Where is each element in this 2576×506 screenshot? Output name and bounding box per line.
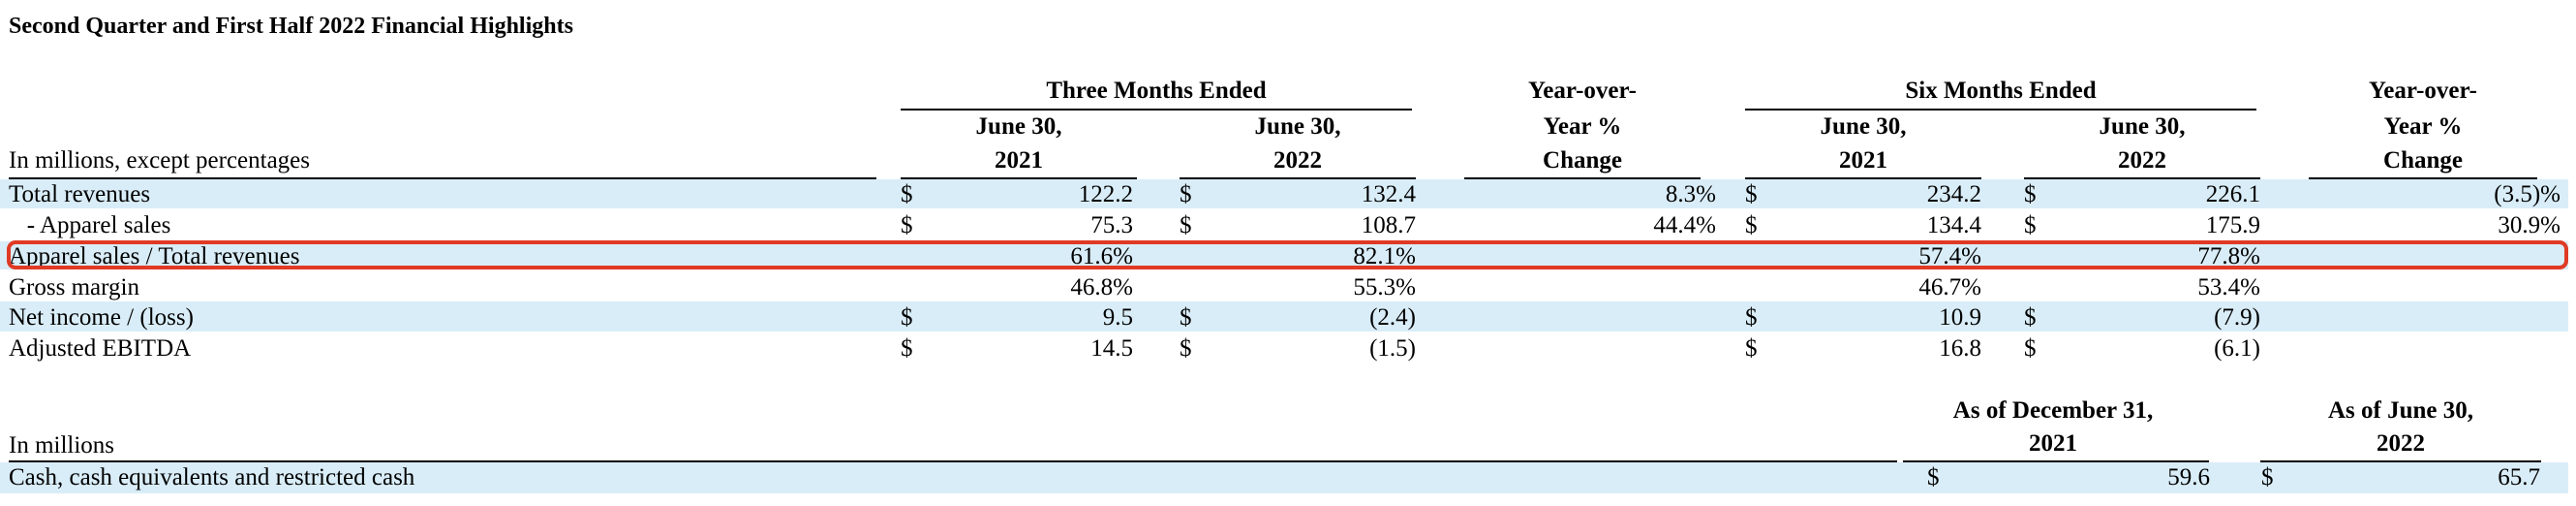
h2021-rule bbox=[1745, 177, 1981, 179]
h2021-value: 16.8 bbox=[1939, 335, 1981, 362]
cash-label-rule bbox=[9, 460, 1897, 462]
h2022-rule bbox=[2024, 177, 2260, 179]
q-change-value: 8.3% bbox=[1665, 181, 1716, 207]
cash-row-label: Cash, cash equivalents and restricted ca… bbox=[9, 464, 415, 490]
row-label: Gross margin bbox=[9, 274, 139, 300]
h2022-value: (6.1) bbox=[2214, 335, 2260, 362]
cash-row-band bbox=[0, 462, 2568, 493]
page-title: Second Quarter and First Half 2022 Finan… bbox=[9, 14, 573, 39]
h2021-value: 10.9 bbox=[1939, 304, 1981, 331]
q2022-value: (1.5) bbox=[1369, 335, 1416, 362]
h2021-value: 57.4% bbox=[1918, 243, 1981, 269]
cash-col1-rule bbox=[1903, 460, 2209, 462]
q2022-value: 82.1% bbox=[1353, 243, 1416, 269]
six-months-rule bbox=[1745, 109, 2256, 111]
q2022-value: (2.4) bbox=[1369, 304, 1416, 331]
cash-units-label: In millions bbox=[9, 432, 115, 459]
q2021-value: 9.5 bbox=[1102, 304, 1133, 331]
q2022-value: 132.4 bbox=[1361, 181, 1416, 207]
q2021-header-line1: June 30, bbox=[975, 113, 1062, 140]
yoy-half-header-line3: Change bbox=[2383, 147, 2463, 174]
units-label: In millions, except percentages bbox=[9, 147, 310, 174]
q2021-rule bbox=[901, 177, 1137, 179]
h-change-value: (3.5)% bbox=[2494, 181, 2561, 207]
q2022-dollar: $ bbox=[1180, 335, 1192, 362]
q2021-dollar: $ bbox=[901, 181, 913, 207]
h2022-value: 53.4% bbox=[2197, 274, 2260, 300]
h2021-dollar: $ bbox=[1745, 181, 1758, 207]
row-label: Apparel sales / Total revenues bbox=[9, 243, 300, 269]
cash-col2-header-line2: 2022 bbox=[2377, 430, 2425, 457]
h-change-value: 30.9% bbox=[2498, 212, 2561, 238]
row-label: Net income / (loss) bbox=[9, 304, 194, 331]
q2021-dollar: $ bbox=[901, 304, 913, 331]
three-months-rule bbox=[901, 109, 1412, 111]
q2021-value: 75.3 bbox=[1090, 212, 1133, 238]
q2022-dollar: $ bbox=[1180, 304, 1192, 331]
h2022-dollar: $ bbox=[2024, 335, 2037, 362]
h2022-header-line1: June 30, bbox=[2099, 113, 2186, 140]
q-change-rule bbox=[1464, 177, 1701, 179]
h-change-rule bbox=[2309, 177, 2537, 179]
three-months-header: Three Months Ended bbox=[1046, 78, 1267, 104]
h2022-value: 175.9 bbox=[2205, 212, 2260, 238]
q2021-dollar: $ bbox=[901, 212, 913, 238]
h2022-dollar: $ bbox=[2024, 304, 2037, 331]
row-label: - Apparel sales bbox=[9, 212, 171, 238]
yoy-half-header-line1: Year-over- bbox=[2369, 78, 2477, 104]
h2021-header-line2: 2021 bbox=[1839, 147, 1887, 174]
h2021-value: 46.7% bbox=[1918, 274, 1981, 300]
q2021-header-line2: 2021 bbox=[995, 147, 1043, 174]
h2022-dollar: $ bbox=[2024, 181, 2037, 207]
row-band bbox=[0, 241, 2568, 269]
q2022-value: 55.3% bbox=[1353, 274, 1416, 300]
h2021-dollar: $ bbox=[1745, 212, 1758, 238]
q2021-value: 61.6% bbox=[1070, 243, 1133, 269]
cash-col1-header-line2: 2021 bbox=[2029, 430, 2077, 457]
row-band bbox=[0, 179, 2568, 208]
cash-col2-header-line1: As of June 30, bbox=[2327, 397, 2473, 424]
h2021-value: 234.2 bbox=[1926, 181, 1981, 207]
cash-col1-dollar: $ bbox=[1927, 464, 1940, 490]
label-col-rule bbox=[9, 177, 876, 179]
q2022-header-line2: 2022 bbox=[1273, 147, 1322, 174]
h2022-value: 226.1 bbox=[2205, 181, 2260, 207]
yoy-quarter-header-line2: Year % bbox=[1543, 113, 1622, 140]
h2021-dollar: $ bbox=[1745, 335, 1758, 362]
six-months-header: Six Months Ended bbox=[1905, 78, 2097, 104]
row-label: Adjusted EBITDA bbox=[9, 335, 192, 362]
yoy-half-header-line2: Year % bbox=[2383, 113, 2463, 140]
q2021-value: 122.2 bbox=[1078, 181, 1133, 207]
h2021-header-line1: June 30, bbox=[1820, 113, 1907, 140]
q2021-value: 46.8% bbox=[1070, 274, 1133, 300]
row-band bbox=[0, 301, 2568, 332]
yoy-quarter-header-line1: Year-over- bbox=[1528, 78, 1637, 104]
cash-col2-value: 65.7 bbox=[2498, 464, 2540, 490]
q2022-dollar: $ bbox=[1180, 212, 1192, 238]
h2022-dollar: $ bbox=[2024, 212, 2037, 238]
q-change-value: 44.4% bbox=[1653, 212, 1716, 238]
h2021-value: 134.4 bbox=[1926, 212, 1981, 238]
cash-col1-header-line1: As of December 31, bbox=[1952, 397, 2154, 424]
yoy-quarter-header-line3: Change bbox=[1543, 147, 1622, 174]
h2021-dollar: $ bbox=[1745, 304, 1758, 331]
highlight-box bbox=[7, 240, 2568, 269]
cash-col2-dollar: $ bbox=[2261, 464, 2274, 490]
q2021-dollar: $ bbox=[901, 335, 913, 362]
h2022-value: 77.8% bbox=[2197, 243, 2260, 269]
q2022-header-line1: June 30, bbox=[1254, 113, 1341, 140]
q2022-dollar: $ bbox=[1180, 181, 1192, 207]
q2021-value: 14.5 bbox=[1090, 335, 1133, 362]
cash-col2-rule bbox=[2260, 460, 2541, 462]
row-label: Total revenues bbox=[9, 181, 151, 207]
cash-col1-value: 59.6 bbox=[2167, 464, 2210, 490]
q2022-rule bbox=[1180, 177, 1416, 179]
h2022-header-line2: 2022 bbox=[2118, 147, 2166, 174]
h2022-value: (7.9) bbox=[2214, 304, 2260, 331]
q2022-value: 108.7 bbox=[1361, 212, 1416, 238]
